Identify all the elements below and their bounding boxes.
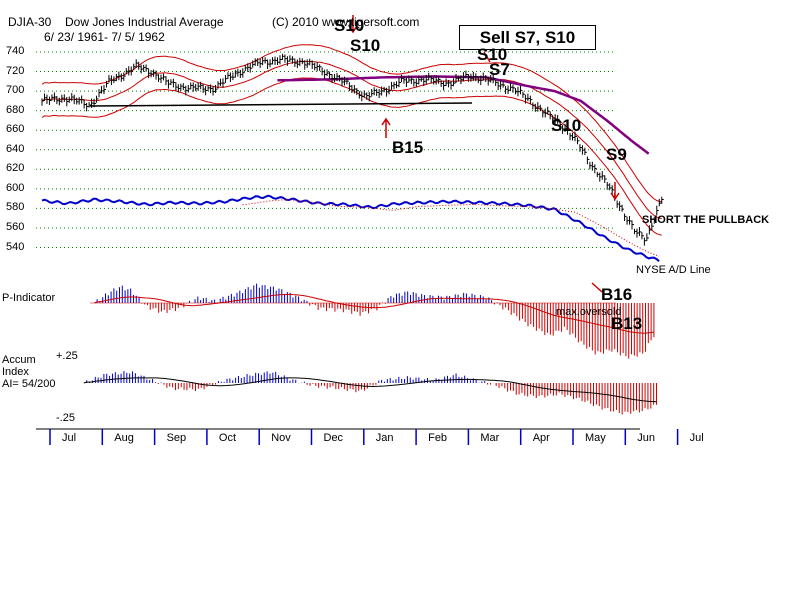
short-moving-average-line	[41, 60, 662, 219]
accum-label-1: Accum	[2, 354, 36, 366]
signal-s10-top: S10	[334, 16, 365, 35]
b15-arrow-icon	[381, 117, 391, 138]
month-label-12: Jul	[689, 432, 704, 444]
signal-s10-dec: S10	[350, 36, 381, 55]
month-label-6: Jan	[375, 432, 394, 444]
y-tick-700: 700	[6, 84, 25, 97]
short-pullback-note: SHORT THE PULLBACK	[642, 214, 770, 226]
price-gridlines	[36, 51, 616, 248]
sell-signal-box: Sell S7, S10	[459, 25, 596, 50]
copyright-text: (C) 2010 www.tigersoft.com	[272, 15, 420, 29]
price-bars	[41, 53, 664, 246]
p-indicator-label: P-Indicator	[2, 292, 56, 304]
s10-arrow-icon	[348, 15, 358, 34]
signal-b15: B15	[392, 138, 424, 157]
signal-s10-mar: S10	[477, 45, 508, 64]
nyse-ad-label: NYSE A/D Line	[636, 264, 711, 276]
y-tick-600: 600	[6, 181, 25, 194]
accum-bottom-tick: -.25	[56, 412, 75, 424]
month-label-8: Mar	[480, 432, 500, 444]
b16-arrow-icon	[591, 282, 603, 293]
y-tick-720: 720	[6, 64, 25, 77]
accum-ai-label: AI= 54/200	[2, 378, 56, 390]
y-tick-580: 580	[6, 201, 25, 214]
month-label-7: Feb	[428, 432, 448, 444]
month-label-1: Aug	[114, 432, 134, 444]
y-tick-540: 540	[6, 240, 25, 253]
ad-line-average	[242, 199, 660, 257]
long-moving-average-line	[277, 75, 650, 155]
month-label-5: Dec	[323, 432, 344, 444]
y-tick-620: 620	[6, 162, 25, 175]
s9-arrow-icon	[610, 182, 620, 201]
y-tick-740: 740	[6, 45, 25, 57]
month-label-11: Jun	[637, 432, 656, 444]
signal-s10-may: S10	[551, 116, 582, 135]
signal-b13: B13	[611, 314, 643, 333]
month-label-0: Jul	[62, 432, 77, 444]
max-oversold-label: max.oversold	[556, 306, 622, 318]
upper-band-line	[41, 44, 662, 203]
nyse-ad-line	[41, 194, 660, 262]
accum-label-2: Index	[2, 366, 29, 378]
month-ticks	[49, 429, 679, 445]
month-label-9: Apr	[532, 432, 550, 444]
y-tick-560: 560	[6, 220, 25, 233]
month-label-10: May	[585, 432, 606, 444]
s10-may-arrow-icon	[483, 51, 491, 63]
index-name: Dow Jones Industrial Average	[65, 15, 224, 29]
signal-b16: B16	[601, 285, 633, 304]
signal-s7: S7	[489, 60, 510, 79]
accum-top-tick: +.25	[56, 350, 78, 362]
signal-s9: S9	[606, 145, 627, 164]
signal-arrows	[348, 15, 620, 293]
accum-index-bars	[86, 371, 658, 415]
accum-index-average-line	[83, 377, 657, 403]
y-tick-660: 660	[6, 123, 25, 136]
y-tick-640: 640	[6, 142, 25, 155]
p-indicator-average-line	[94, 293, 654, 334]
month-label-3: Oct	[218, 432, 237, 444]
symbol-label: DJIA-30	[8, 15, 52, 29]
date-range: 6/ 23/ 1961- 7/ 5/ 1962	[44, 30, 165, 44]
month-label-4: Nov	[271, 432, 291, 444]
support-line	[89, 102, 473, 107]
p-indicator-bars	[96, 283, 655, 359]
month-label-2: Sep	[166, 432, 187, 444]
y-tick-680: 680	[6, 103, 25, 116]
